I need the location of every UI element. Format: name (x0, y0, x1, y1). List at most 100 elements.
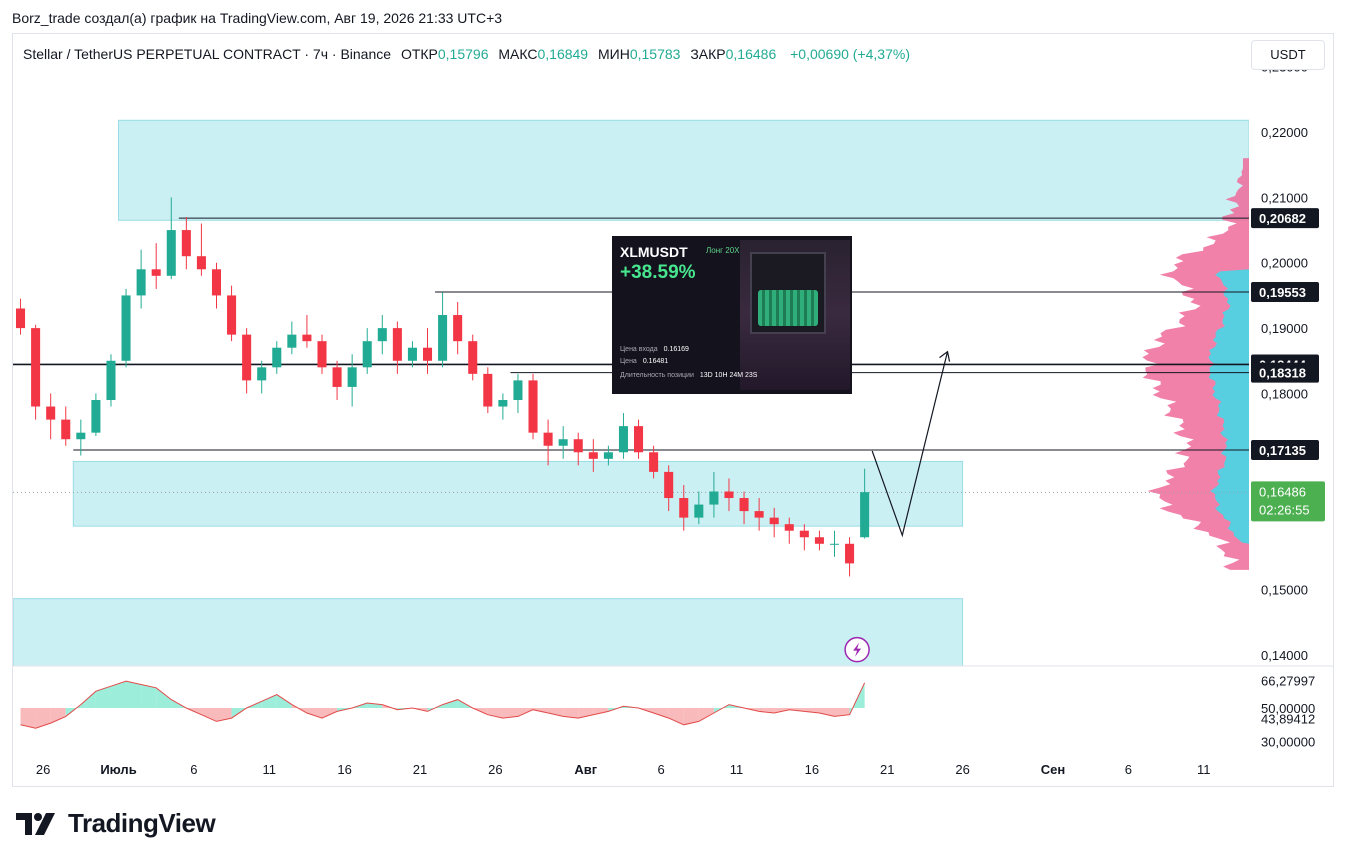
price-tick-6: 0,15000 (1261, 583, 1308, 598)
high-value: 0,16849 (537, 46, 589, 62)
osc-fill-33 (502, 708, 518, 719)
x-tick-7: Авг (574, 762, 597, 777)
close-value: 0,16486 (725, 46, 777, 62)
candle-body-38 (588, 452, 598, 459)
candle-body-33 (513, 380, 523, 400)
x-tick-2: 6 (190, 762, 197, 777)
candle-body-53 (814, 537, 824, 544)
price-tag-4 (1251, 439, 1319, 460)
symbol-legend: Stellar / TetherUS PERPETUAL CONTRACT · … (23, 46, 910, 62)
candle-body-27 (422, 347, 433, 361)
osc-tick-3: 30,00000 (1261, 735, 1315, 750)
x-tick-8: 6 (658, 762, 665, 777)
osc-fill-2 (35, 708, 51, 729)
price-tag-text-4: 0,17135 (1259, 443, 1306, 458)
candle-body-55 (845, 543, 855, 564)
osc-fill-37 (563, 708, 579, 719)
candle-body-8 (136, 269, 146, 296)
entry-label: Цена входа (620, 346, 658, 353)
oscillator-pane (20, 680, 866, 729)
candle-body-29 (453, 315, 463, 342)
candle-body-20 (317, 341, 327, 368)
osc-fill-29 (442, 699, 458, 708)
low-label: МИН (597, 46, 630, 62)
osc-fill-46 (698, 708, 714, 722)
osc-line (20, 680, 866, 729)
candle-body-43 (664, 471, 674, 499)
price-tag-text-1: 0,19553 (1259, 285, 1306, 300)
volume-profile-value-area (1208, 269, 1249, 544)
candle-body-39 (603, 452, 613, 459)
osc-fill-6 (95, 686, 111, 708)
cash-stack-illustration (758, 290, 818, 326)
symbol-title[interactable]: Stellar / TetherUS PERPETUAL CONTRACT · … (23, 46, 392, 62)
price-tick-5: 0,18000 (1261, 386, 1308, 401)
chart-canvas[interactable]: 0,230000,220000,210000,200000,190000,180… (13, 34, 1334, 787)
candle-body-40 (618, 426, 628, 453)
candle-body-23 (362, 341, 372, 368)
candle-body-48 (739, 498, 749, 512)
x-tick-12: 26 (955, 762, 969, 777)
osc-fill-17 (261, 694, 277, 708)
x-tick-1: Июль (100, 762, 136, 777)
trade-duration-row: Длительность позиции 13D 10H 24M 23S (620, 372, 757, 379)
osc-fill-32 (487, 708, 503, 719)
candle-body-5 (91, 399, 101, 433)
osc-fill-45 (683, 708, 699, 725)
price-tag-text-3: 0,18318 (1259, 366, 1306, 381)
chart-frame[interactable]: 0,230000,220000,210000,200000,190000,180… (12, 33, 1334, 787)
price-tick-1: 0,22000 (1261, 125, 1308, 140)
trade-price-row: Цена 0.16481 (620, 358, 668, 365)
candle-body-7 (121, 295, 131, 361)
x-tick-9: 11 (730, 762, 744, 777)
candle-body-25 (392, 328, 402, 361)
candle-body-56 (860, 492, 870, 538)
candle-body-10 (166, 230, 176, 276)
candle-body-18 (287, 334, 297, 348)
trade-result-card: XLMUSDT Лонг 20X +38.59% Цена входа 0.161… (612, 236, 852, 394)
x-tick-5: 21 (413, 762, 427, 777)
candle-body-30 (468, 341, 478, 374)
candle-body-44 (679, 498, 689, 518)
high-label: МАКС (498, 46, 538, 62)
candle-body-50 (769, 517, 779, 525)
candle-body-42 (649, 452, 659, 472)
price-tag-text-0: 0,20682 (1259, 211, 1306, 226)
candle-body-45 (694, 504, 704, 518)
candle-body-13 (211, 269, 222, 296)
trade-side: Лонг 20X (706, 246, 740, 255)
candle-body-22 (347, 367, 357, 387)
last-price-text: 0,16486 (1259, 484, 1306, 499)
trade-card-illustration (740, 240, 850, 390)
osc-fill-21 (322, 708, 338, 719)
currency-button[interactable]: USDT (1251, 40, 1325, 70)
price-tick-4: 0,19000 (1261, 321, 1308, 336)
price-value: 0.16481 (642, 358, 669, 365)
candle-body-17 (272, 347, 282, 368)
osc-fill-7 (110, 681, 127, 708)
candle-body-1 (31, 328, 41, 407)
price-tick-2: 0,21000 (1261, 190, 1308, 205)
price-tick-7: 0,14000 (1261, 648, 1308, 663)
osc-fill-8 (126, 681, 142, 708)
osc-fill-1 (20, 708, 36, 729)
trade-symbol: XLMUSDT (620, 244, 688, 260)
osc-fill-3 (50, 708, 66, 724)
price-tag-0 (1251, 208, 1319, 229)
duration-label: Длительность позиции (620, 372, 694, 379)
osc-fill-9 (141, 684, 157, 708)
candle-body-14 (227, 295, 237, 335)
candle-body-54 (829, 543, 840, 545)
osc-tick-0: 66,27997 (1261, 674, 1315, 689)
duration-value: 13D 10H 24M 23S (699, 372, 758, 379)
trade-pnl: +38.59% (620, 262, 696, 283)
candle-body-49 (754, 511, 764, 518)
lightning-bolt (853, 642, 862, 657)
entry-value: 0.16169 (663, 346, 689, 353)
projection-arrowhead (939, 350, 951, 362)
candle-body-2 (46, 406, 56, 420)
osc-fill-5 (80, 691, 96, 708)
tradingview-logo[interactable]: TradingView (16, 808, 216, 839)
candle-body-28 (438, 315, 448, 361)
candle-body-4 (76, 432, 86, 440)
